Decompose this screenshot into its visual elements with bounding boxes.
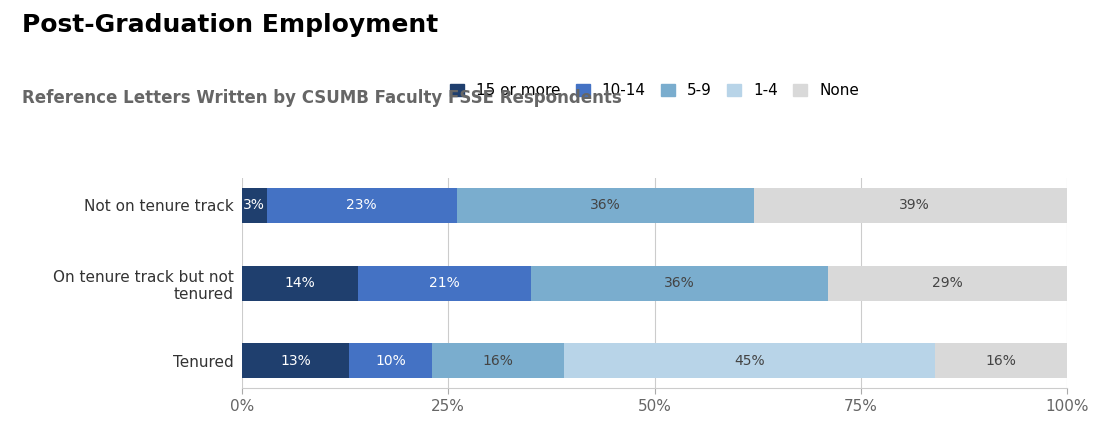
Bar [350,343,431,379]
Text: 21%: 21% [429,276,460,290]
Legend: 15 or more, 10-14, 5-9, 1-4, None: 15 or more, 10-14, 5-9, 1-4, None [444,77,865,104]
Text: 36%: 36% [664,276,694,290]
Bar [456,188,754,223]
Text: 36%: 36% [590,198,620,212]
Text: Post-Graduation Employment: Post-Graduation Employment [22,13,438,37]
Bar [530,266,827,301]
Bar [754,188,1076,223]
Text: 45%: 45% [734,354,764,368]
Bar [827,266,1067,301]
Bar [431,343,563,379]
Bar [242,343,350,379]
Text: 23%: 23% [346,198,377,212]
Text: 39%: 39% [899,198,930,212]
Text: 16%: 16% [986,354,1016,368]
Text: 29%: 29% [932,276,962,290]
Bar [358,266,530,301]
Bar [242,266,358,301]
Text: 14%: 14% [285,276,315,290]
Text: Reference Letters Written by CSUMB Faculty FSSE Respondents: Reference Letters Written by CSUMB Facul… [22,89,621,107]
Bar [935,343,1067,379]
Text: 13%: 13% [280,354,311,368]
Bar [242,188,266,223]
Bar [266,188,456,223]
Bar [563,343,935,379]
Text: 10%: 10% [375,354,406,368]
Text: 16%: 16% [482,354,514,368]
Text: 3%: 3% [243,198,265,212]
